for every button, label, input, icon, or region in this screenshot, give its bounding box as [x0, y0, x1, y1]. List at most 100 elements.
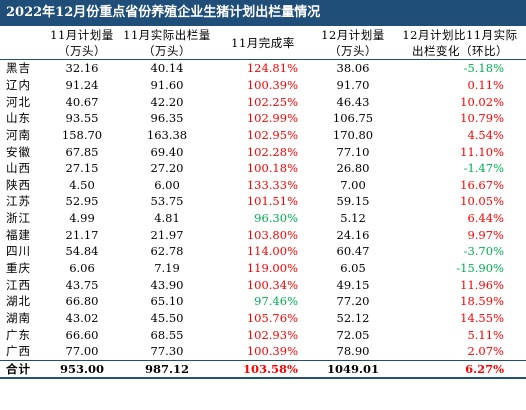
cell-dec-plan: 60.47 — [336, 244, 370, 259]
header-dec-plan: 12月计划量 （万头） — [312, 26, 394, 60]
cell-nov-plan: 32.16 — [65, 61, 99, 76]
cell-nov-rate: 102.99% — [246, 111, 298, 126]
cell-nov-plan: 66.80 — [65, 294, 99, 309]
cell-province: 湖北 — [6, 294, 31, 309]
cell-province: 辽内 — [6, 77, 31, 92]
table-row: 广东 66.60 68.55 102.93% 72.05 5.11% — [0, 326, 526, 343]
cell-nov-plan: 21.17 — [65, 227, 99, 242]
cell-nov-actual: 43.90 — [150, 277, 184, 292]
cell-nov-plan: 40.67 — [65, 94, 99, 109]
cell-nov-actual: 68.55 — [150, 327, 184, 342]
header-nov-plan-line1: 11月计划量 — [50, 27, 114, 42]
cell-nov-rate: 101.51% — [246, 194, 298, 209]
cell-province: 江苏 — [6, 194, 31, 209]
cell-nov-actual: 40.14 — [150, 61, 184, 76]
cell-dec-plan: 77.10 — [336, 144, 370, 159]
cell-nov-rate: 102.95% — [246, 127, 298, 142]
table-row: 广西 77.00 77.30 100.39% 78.90 2.07% — [0, 343, 526, 360]
cell-nov-plan: 953.00 — [44, 359, 120, 379]
header-nov-actual-line1: 11月实际出栏量 — [123, 27, 211, 42]
table-row: 黑吉 32.16 40.14 124.81% 38.06 -5.18% — [0, 60, 526, 77]
cell-nov-actual: 21.97 — [150, 227, 184, 242]
cell-nov-plan: 93.55 — [65, 111, 99, 126]
cell-change: 6.44% — [467, 211, 504, 226]
cell-change: 14.55% — [460, 310, 504, 325]
cell-nov-rate: 119.00% — [246, 261, 298, 275]
header-province — [0, 26, 44, 60]
cell-nov-rate: 124.81% — [246, 61, 298, 76]
cell-nov-plan: 4.99 — [69, 211, 95, 226]
table-header: 11月计划量 （万头） 11月实际出栏量 （万头） 11月完成率 12月计划量 … — [0, 26, 526, 60]
cell-province: 陕西 — [6, 177, 31, 192]
cell-nov-plan: 43.75 — [65, 277, 99, 292]
cell-change: -3.70% — [463, 244, 504, 259]
cell-dec-plan: 26.80 — [336, 161, 370, 176]
cell-change: 5.11% — [467, 327, 504, 342]
cell-nov-actual: 91.60 — [150, 77, 184, 92]
cell-province: 河北 — [6, 94, 31, 109]
cell-nov-actual: 27.20 — [150, 161, 184, 176]
cell-nov-actual: 163.38 — [146, 127, 188, 142]
cell-nov-actual: 65.10 — [150, 294, 184, 309]
cell-change: 10.02% — [460, 94, 504, 109]
cell-nov-rate: 100.34% — [246, 277, 298, 292]
header-dec-plan-line2: （万头） — [329, 43, 377, 58]
cell-nov-rate: 102.93% — [246, 327, 298, 342]
table-row: 河北 40.67 42.20 102.25% 46.43 10.02% — [0, 93, 526, 110]
cell-dec-plan: 72.05 — [336, 327, 370, 342]
cell-nov-actual: 96.35 — [150, 111, 184, 126]
cell-nov-actual: 77.30 — [150, 344, 184, 359]
header-nov-actual-line2: （万头） — [143, 43, 191, 58]
cell-dec-plan: 106.75 — [332, 111, 374, 126]
cell-dec-plan: 170.80 — [332, 127, 374, 142]
cell-dec-plan: 59.15 — [336, 194, 370, 209]
table-title: 2022年12月份重点省份养殖企业生猪计划出栏量情况 — [0, 0, 526, 26]
table-row: 江西 43.75 43.90 100.34% 49.15 11.96% — [0, 276, 526, 293]
table-body: 黑吉 32.16 40.14 124.81% 38.06 -5.18% 辽内 9… — [0, 60, 526, 379]
cell-nov-rate: 96.30% — [254, 211, 298, 226]
cell-province: 湖南 — [6, 310, 31, 325]
header-change: 12月计划比11月实际 出栏变化（环比） — [394, 26, 526, 60]
cell-dec-plan: 6.05 — [340, 261, 366, 275]
cell-dec-plan: 91.70 — [336, 77, 370, 92]
cell-province: 四川 — [6, 244, 31, 259]
cell-dec-plan: 38.06 — [336, 61, 370, 76]
total-row: 合计 953.00 987.12 103.58% 1049.01 6.27% — [0, 359, 526, 379]
cell-nov-plan: 54.84 — [65, 244, 99, 259]
cell-nov-actual: 42.20 — [150, 94, 184, 109]
header-change-line1: 12月计划比11月实际 — [402, 27, 518, 42]
table-row: 河南 158.70 163.38 102.95% 170.80 4.54% — [0, 127, 526, 144]
table-row: 湖南 43.02 45.50 105.76% 52.12 14.55% — [0, 310, 526, 327]
cell-nov-rate: 100.39% — [246, 344, 298, 359]
cell-nov-actual: 45.50 — [150, 310, 184, 325]
header-change-line2: 出栏变化（环比） — [412, 43, 508, 58]
header-nov-actual: 11月实际出栏量 （万头） — [120, 26, 214, 60]
cell-province: 安徽 — [6, 144, 31, 159]
cell-nov-rate: 103.80% — [246, 227, 298, 242]
cell-change: 4.54% — [467, 127, 504, 142]
cell-change: -1.47% — [463, 161, 504, 176]
header-nov-rate-line1: 11月完成率 — [231, 35, 295, 50]
pig-slaughter-table: 11月计划量 （万头） 11月实际出栏量 （万头） 11月完成率 12月计划量 … — [0, 26, 526, 379]
table-row: 浙江 4.99 4.81 96.30% 5.12 6.44% — [0, 210, 526, 227]
table-row: 陕西 4.50 6.00 133.33% 7.00 16.67% — [0, 176, 526, 193]
table-row: 安徽 67.85 69.40 102.28% 77.10 11.10% — [0, 143, 526, 160]
cell-change: -15.90% — [456, 261, 504, 275]
cell-nov-plan: 52.95 — [65, 194, 99, 209]
cell-nov-rate: 100.39% — [246, 77, 298, 92]
cell-dec-plan: 49.15 — [336, 277, 370, 292]
cell-change: 10.79% — [460, 111, 504, 126]
cell-dec-plan: 78.90 — [336, 344, 370, 359]
cell-dec-plan: 1049.01 — [312, 359, 394, 379]
table-row: 湖北 66.80 65.10 97.46% 77.20 18.59% — [0, 293, 526, 310]
cell-dec-plan: 46.43 — [336, 94, 370, 109]
cell-nov-plan: 6.06 — [69, 261, 95, 275]
table-row: 四川 54.84 62.78 114.00% 60.47 -3.70% — [0, 243, 526, 260]
table-row: 福建 21.17 21.97 103.80% 24.16 9.97% — [0, 226, 526, 243]
cell-nov-rate: 105.76% — [246, 310, 298, 325]
header-row: 11月计划量 （万头） 11月实际出栏量 （万头） 11月完成率 12月计划量 … — [0, 26, 526, 60]
header-dec-plan-line1: 12月计划量 — [321, 27, 385, 42]
cell-nov-rate: 133.33% — [246, 177, 298, 192]
cell-change: 9.97% — [467, 227, 504, 242]
cell-dec-plan: 52.12 — [336, 310, 370, 325]
